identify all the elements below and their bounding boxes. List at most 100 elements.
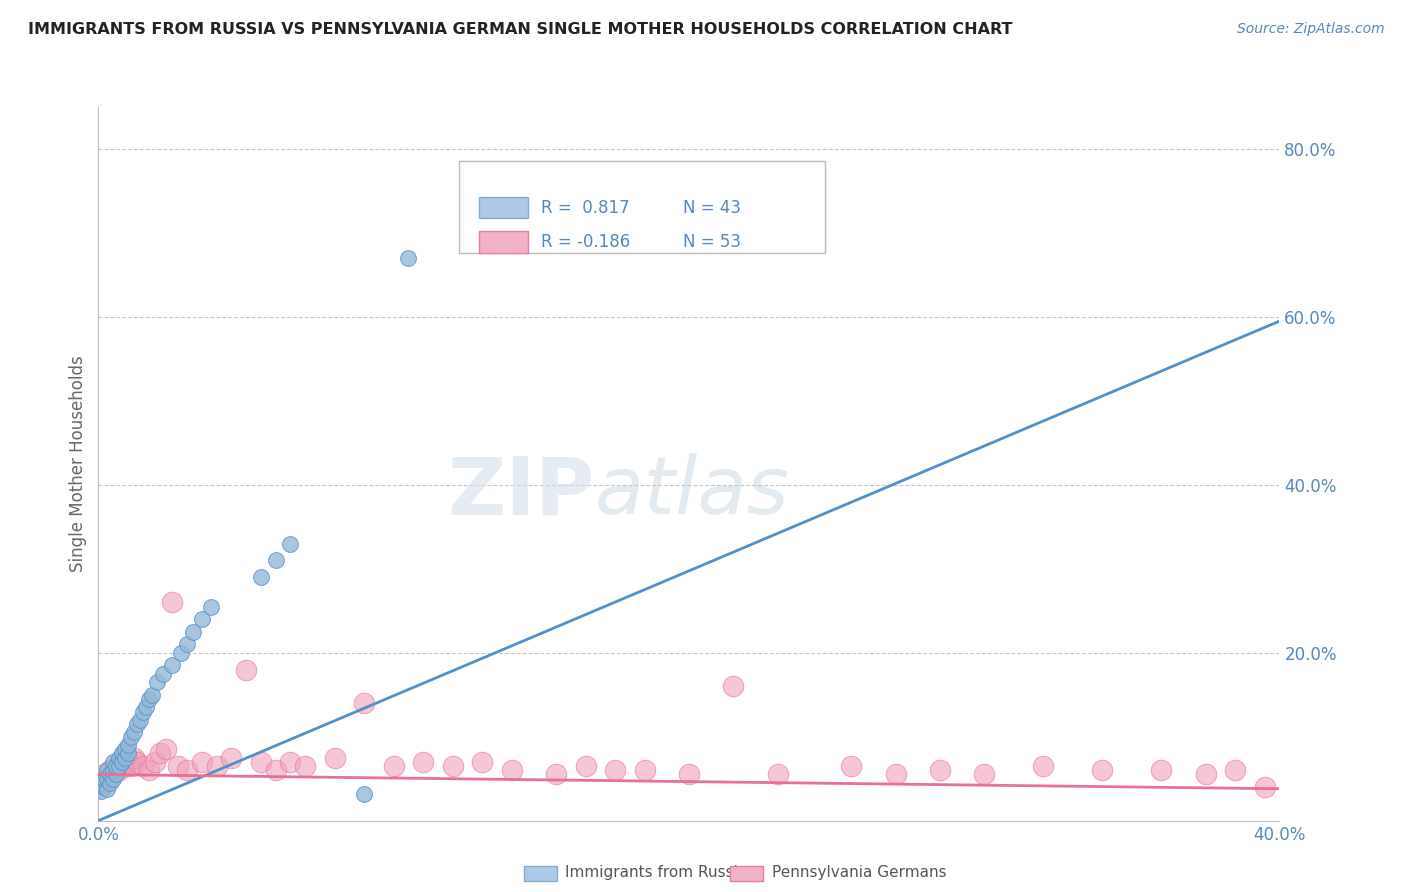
Point (111, 747, 134, 761)
Point (117, 755, 139, 769)
Point (96, 781, 118, 796)
Point (176, 764, 198, 778)
Point (219, 750, 242, 764)
Point (138, 764, 160, 778)
FancyBboxPatch shape (730, 865, 763, 881)
Point (90, 776, 112, 790)
Point (93, 767, 115, 781)
Point (125, 755, 148, 769)
Point (105, 759, 128, 773)
Point (120, 759, 142, 773)
Point (1195, 767, 1218, 781)
Point (93, 772, 115, 786)
Text: R =  0.817: R = 0.817 (541, 199, 630, 217)
Point (191, 755, 214, 769)
Point (132, 705, 155, 719)
Point (108, 750, 131, 764)
Point (96, 764, 118, 778)
Point (191, 612, 214, 626)
Point (167, 759, 190, 773)
Point (103, 772, 125, 786)
Point (605, 764, 627, 778)
Text: Pennsylvania Germans: Pennsylvania Germans (772, 864, 946, 880)
Point (170, 646, 193, 660)
Point (125, 717, 148, 731)
Point (155, 742, 177, 756)
Point (128, 713, 150, 727)
Point (90, 784, 112, 798)
Point (1032, 759, 1054, 773)
Point (108, 759, 131, 773)
Point (96, 772, 118, 786)
Point (152, 666, 174, 681)
Point (105, 767, 128, 781)
Text: IMMIGRANTS FROM RUSSIA VS PENNSYLVANIA GERMAN SINGLE MOTHER HOUSEHOLDS CORRELATI: IMMIGRANTS FROM RUSSIA VS PENNSYLVANIA G… (28, 22, 1012, 37)
Point (412, 755, 434, 769)
Point (122, 725, 145, 739)
Point (1091, 764, 1114, 778)
Point (766, 767, 789, 781)
Point (723, 679, 745, 693)
Point (294, 759, 316, 773)
Text: R = -0.186: R = -0.186 (541, 233, 630, 251)
Point (678, 767, 700, 781)
Point (103, 767, 125, 781)
Point (149, 747, 172, 761)
FancyBboxPatch shape (458, 161, 825, 253)
Point (278, 536, 302, 550)
Point (96, 772, 118, 786)
Point (884, 767, 907, 781)
Point (93, 780, 115, 794)
Text: Immigrants from Russia: Immigrants from Russia (565, 864, 747, 880)
Point (132, 759, 155, 773)
Point (278, 755, 302, 769)
Point (841, 759, 863, 773)
Point (138, 692, 160, 706)
Point (441, 759, 464, 773)
Point (1254, 780, 1277, 794)
Point (162, 595, 183, 609)
Point (146, 675, 169, 690)
Point (1150, 764, 1173, 778)
Point (264, 764, 287, 778)
Text: N = 43: N = 43 (683, 199, 741, 217)
Point (353, 696, 375, 710)
Point (141, 688, 163, 702)
Point (114, 742, 136, 756)
Point (353, 787, 375, 801)
Point (103, 755, 125, 769)
Point (928, 764, 950, 778)
Point (264, 553, 287, 567)
Point (117, 747, 139, 761)
Point (546, 767, 568, 781)
Point (396, 251, 419, 265)
Point (120, 730, 142, 744)
Point (235, 663, 257, 677)
FancyBboxPatch shape (523, 865, 557, 881)
Point (250, 755, 273, 769)
FancyBboxPatch shape (478, 231, 529, 252)
Point (501, 764, 523, 778)
Point (205, 759, 228, 773)
Point (122, 750, 145, 764)
Point (114, 750, 136, 764)
Point (574, 759, 596, 773)
Point (382, 759, 405, 773)
Point (117, 738, 139, 752)
Point (200, 599, 222, 614)
FancyBboxPatch shape (478, 197, 529, 219)
Point (90, 772, 112, 786)
Point (98, 764, 121, 778)
Text: N = 53: N = 53 (683, 233, 741, 251)
Point (250, 570, 273, 584)
Point (176, 637, 198, 651)
Text: ZIP: ZIP (447, 453, 595, 532)
Point (323, 750, 346, 764)
Point (114, 759, 136, 773)
Point (181, 624, 204, 639)
Point (105, 759, 128, 773)
Point (135, 700, 157, 714)
Point (633, 764, 655, 778)
Text: Source: ZipAtlas.com: Source: ZipAtlas.com (1237, 22, 1385, 37)
Point (103, 764, 125, 778)
